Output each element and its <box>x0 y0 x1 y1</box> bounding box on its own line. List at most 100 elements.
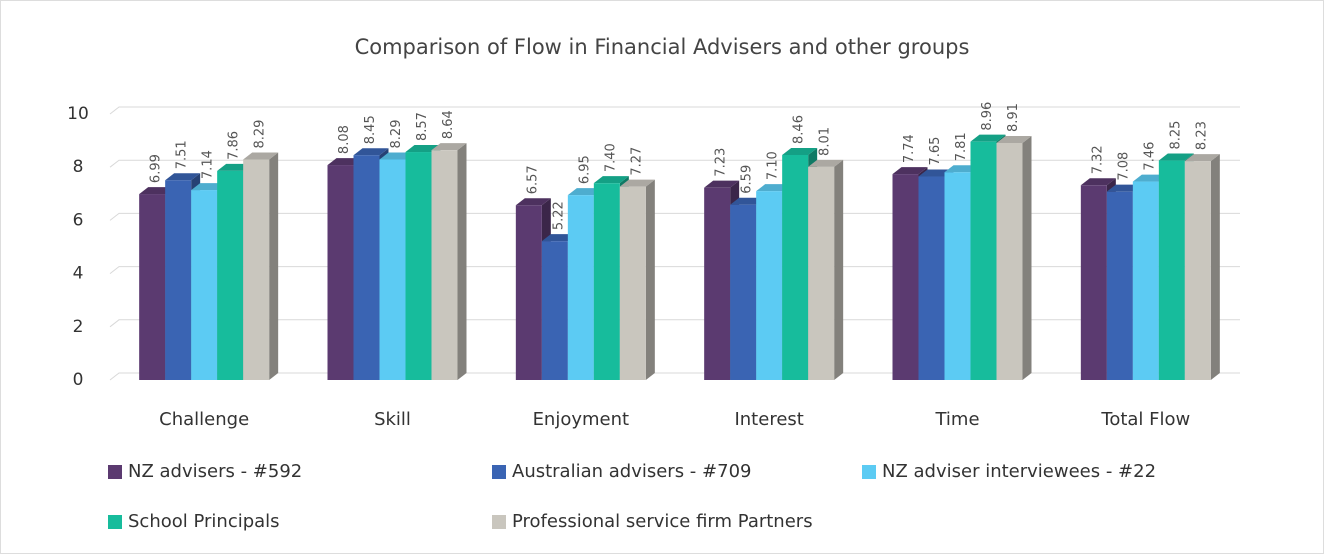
y-tick-label: 2 <box>73 317 84 337</box>
bar-side <box>834 159 844 380</box>
bar-top <box>782 147 818 155</box>
bar-front <box>567 195 594 380</box>
value-label: 8.46 <box>792 115 807 144</box>
value-label: 6.59 <box>740 165 755 194</box>
legend-swatch <box>108 465 122 479</box>
value-label: 8.91 <box>1006 103 1021 132</box>
value-label: 8.64 <box>441 110 456 139</box>
bar-front <box>704 187 731 380</box>
value-label: 8.08 <box>337 125 352 154</box>
bar-top <box>593 176 629 184</box>
bar-front <box>782 154 809 380</box>
y-tick-label: 4 <box>73 264 84 284</box>
x-tick-label: Enjoyment <box>533 409 630 430</box>
legend-swatch <box>862 465 876 479</box>
value-label: 6.95 <box>577 155 592 184</box>
value-label: 7.86 <box>227 131 242 160</box>
bar-front <box>1132 181 1159 380</box>
grid-line <box>109 212 1240 221</box>
y-tick-label: 10 <box>67 104 89 124</box>
bar-front <box>191 190 218 380</box>
bar-top <box>515 198 551 206</box>
value-label: 8.29 <box>389 120 404 149</box>
bar-front <box>1080 185 1107 380</box>
grid-line <box>109 106 1240 115</box>
bar-front <box>379 159 406 380</box>
value-label: 5.22 <box>551 201 566 230</box>
value-label: 8.29 <box>253 120 268 149</box>
legend-swatch <box>108 515 122 529</box>
legend-label: NZ advisers - #592 <box>128 461 302 482</box>
bar-front <box>619 186 646 380</box>
value-label: 7.40 <box>603 143 618 172</box>
value-label: 7.23 <box>714 148 729 177</box>
value-label: 7.27 <box>629 147 644 176</box>
value-label: 6.99 <box>149 154 164 183</box>
x-tick-label: Total Flow <box>1100 409 1190 430</box>
bar-side <box>645 179 655 380</box>
x-tick-label: Time <box>934 409 979 430</box>
bar-front <box>1184 161 1211 380</box>
bar-top <box>996 135 1032 143</box>
value-label: 7.81 <box>954 132 969 161</box>
bar-front <box>756 191 783 380</box>
bar-top <box>892 167 928 175</box>
bar-side <box>457 143 467 380</box>
legend-label: NZ adviser interviewees - #22 <box>882 461 1156 482</box>
bar-side <box>1210 154 1220 380</box>
bar-front <box>892 174 919 380</box>
y-tick-label: 0 <box>73 370 84 390</box>
value-label: 8.25 <box>1168 121 1183 150</box>
value-label: 7.46 <box>1142 142 1157 171</box>
legend-label: Australian advisers - #709 <box>512 461 751 482</box>
y-tick-label: 6 <box>73 210 84 230</box>
bar <box>431 143 467 380</box>
bar <box>808 159 844 380</box>
bar-top <box>619 179 655 187</box>
bar <box>1184 154 1220 380</box>
y-tick-label: 8 <box>73 157 84 177</box>
bar-top <box>808 159 844 167</box>
value-label: 8.45 <box>363 115 378 144</box>
bar-top <box>353 148 389 156</box>
x-tick-label: Interest <box>734 409 803 430</box>
chart-title: Comparison of Flow in Financial Advisers… <box>355 35 970 59</box>
grid-line <box>109 266 1240 274</box>
bar-front <box>970 141 997 380</box>
bar-top <box>1184 154 1220 162</box>
value-label: 8.57 <box>415 112 430 141</box>
bar <box>243 152 279 380</box>
bar-front <box>808 166 835 380</box>
legend-label: School Principals <box>128 511 280 532</box>
value-label: 8.96 <box>980 102 995 131</box>
bar-front <box>217 170 244 380</box>
bar-front <box>165 180 192 380</box>
bar <box>619 179 655 380</box>
bar-top <box>1158 153 1194 161</box>
bar-front <box>944 172 971 380</box>
value-label: 7.32 <box>1090 145 1105 174</box>
value-label: 8.01 <box>818 127 833 156</box>
value-label: 6.57 <box>525 165 540 194</box>
legend-swatch <box>492 515 506 529</box>
grid-line <box>109 319 1240 328</box>
legend-swatch <box>492 465 506 479</box>
bar-front <box>515 205 542 380</box>
bar-front <box>243 159 270 380</box>
x-tick-label: Challenge <box>159 409 249 430</box>
bar-top <box>1080 178 1116 186</box>
bar <box>996 135 1032 380</box>
bar-top <box>243 152 279 160</box>
bar-front <box>996 142 1023 380</box>
bar-front <box>730 204 757 380</box>
grid-line <box>109 372 1240 381</box>
bar-top <box>970 134 1006 142</box>
value-label: 7.74 <box>902 134 917 163</box>
x-tick-label: Skill <box>374 409 411 430</box>
bar-front <box>541 241 568 380</box>
bar-front <box>139 194 166 380</box>
bar-front <box>918 176 945 380</box>
bar-top <box>165 173 201 181</box>
bar-front <box>593 183 620 380</box>
